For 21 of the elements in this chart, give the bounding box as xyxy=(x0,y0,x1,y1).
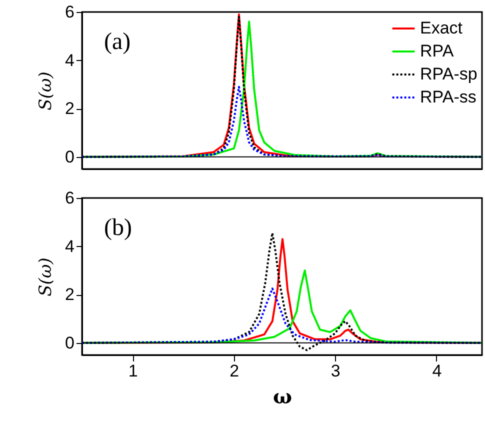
x-tick-label: 3 xyxy=(330,362,340,380)
y-tick-label: 0 xyxy=(65,147,74,166)
annotation: (b) xyxy=(104,215,132,241)
annotation: (a) xyxy=(104,29,131,55)
y-axis-title: S(ω) xyxy=(36,72,56,110)
y-tick-label: 6 xyxy=(65,188,74,208)
y-axis-title: S(ω) xyxy=(36,258,56,296)
y-tick-label: 2 xyxy=(65,285,74,304)
y-tick-label: 4 xyxy=(65,50,74,70)
y-tick-label: 6 xyxy=(65,2,74,22)
legend-label: Exact xyxy=(420,18,463,38)
legend-label: RPA xyxy=(420,42,454,60)
x-tick-label: 1 xyxy=(128,362,138,380)
y-tick-label: 2 xyxy=(65,99,74,118)
x-tick-label: 2 xyxy=(230,362,240,380)
x-axis-title: ω xyxy=(272,384,292,408)
x-tick-label: 4 xyxy=(432,362,442,380)
y-tick-label: 4 xyxy=(65,236,74,256)
legend-label: RPA-sp xyxy=(420,64,478,84)
y-tick-label: 0 xyxy=(65,333,74,352)
legend-label: RPA-ss xyxy=(420,88,476,106)
